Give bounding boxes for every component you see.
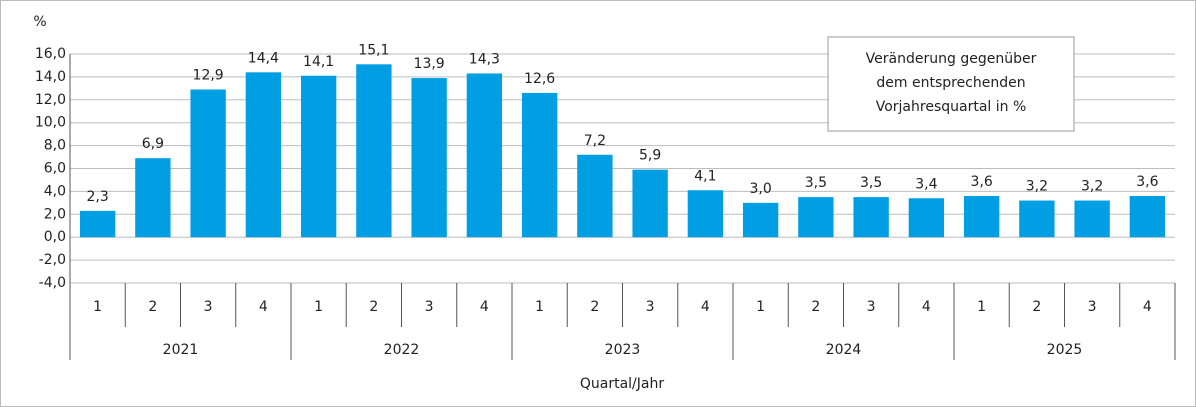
value-label: 12,9 [193,67,224,83]
y-tick-label: 16,0 [35,46,66,62]
y-tick-label: -2,0 [39,252,66,268]
x-tick-label: 2 [369,299,378,315]
value-label: 3,5 [805,175,827,191]
bar [356,64,392,238]
value-label: 3,0 [749,181,771,197]
bar [742,202,779,238]
x-tick-label: 4 [701,299,710,315]
x-tick-label: 1 [314,299,323,315]
value-label: 3,6 [970,174,992,190]
value-label: 2,3 [86,189,108,205]
bar [1019,200,1055,238]
y-tick-label: -4,0 [39,275,66,291]
x-axis-label: Quartal/Jahr [580,376,664,392]
bar [135,158,171,238]
annotation-line: Veränderung gegenüber [866,51,1037,67]
x-tick-label: 2 [811,299,820,315]
bar [1074,200,1110,238]
year-label: 2025 [1047,342,1083,358]
bar [687,190,724,238]
x-tick-label: 2 [590,299,599,315]
bar [908,198,945,238]
bar [1129,195,1166,238]
year-label: 2024 [826,342,862,358]
bar [79,210,116,238]
value-label: 5,9 [639,148,661,164]
year-label: 2023 [605,342,641,358]
value-label: 4,1 [694,168,716,184]
bar [245,72,282,238]
x-tick-label: 4 [480,299,489,315]
bar [798,197,834,238]
x-tick-label: 3 [646,299,655,315]
value-label: 14,1 [303,54,334,70]
x-tick-label: 1 [977,299,986,315]
value-label: 14,4 [248,50,279,66]
value-label: 3,2 [1026,179,1048,195]
value-label: 3,2 [1081,179,1103,195]
y-tick-label: 12,0 [35,92,66,108]
x-tick-label: 1 [93,299,102,315]
annotation-box [827,36,1075,132]
y-tick-label: 14,0 [35,69,66,85]
value-label: 7,2 [584,133,606,149]
bar [466,73,503,238]
value-label: 12,6 [524,71,555,87]
y-tick-label: 8,0 [44,138,66,154]
x-tick-label: 1 [535,299,544,315]
bar [411,78,447,238]
bar [853,197,889,238]
y-tick-label: 0,0 [44,229,66,245]
bar [963,195,1000,238]
value-label: 15,1 [358,42,389,58]
value-label: 3,4 [915,176,937,192]
x-tick-label: 1 [756,299,765,315]
y-tick-label: 2,0 [44,206,66,222]
x-tick-label: 4 [1143,299,1152,315]
bar [300,75,337,238]
value-label: 6,9 [142,136,164,152]
value-label: 14,3 [469,51,500,67]
value-label: 3,5 [860,175,882,191]
x-tick-label: 2 [148,299,157,315]
x-tick-label: 4 [922,299,931,315]
annotation-line: dem entsprechenden [876,75,1025,91]
y-tick-label: 10,0 [35,115,66,131]
annotation-line: Vorjahresquartal in % [876,99,1027,115]
x-tick-label: 3 [204,299,213,315]
value-label: 3,6 [1136,174,1158,190]
y-tick-label: 4,0 [44,183,66,199]
x-tick-label: 3 [425,299,434,315]
x-tick-label: 2 [1032,299,1041,315]
value-label: 13,9 [414,56,445,72]
x-tick-label: 3 [867,299,876,315]
bar [521,92,558,238]
bar [190,89,226,238]
x-tick-label: 3 [1088,299,1097,315]
year-label: 2021 [163,342,199,358]
bar [577,154,613,238]
bar [632,169,668,238]
year-label: 2022 [384,342,420,358]
unit-label: % [33,14,46,30]
x-tick-label: 4 [259,299,268,315]
y-tick-label: 6,0 [44,161,66,177]
